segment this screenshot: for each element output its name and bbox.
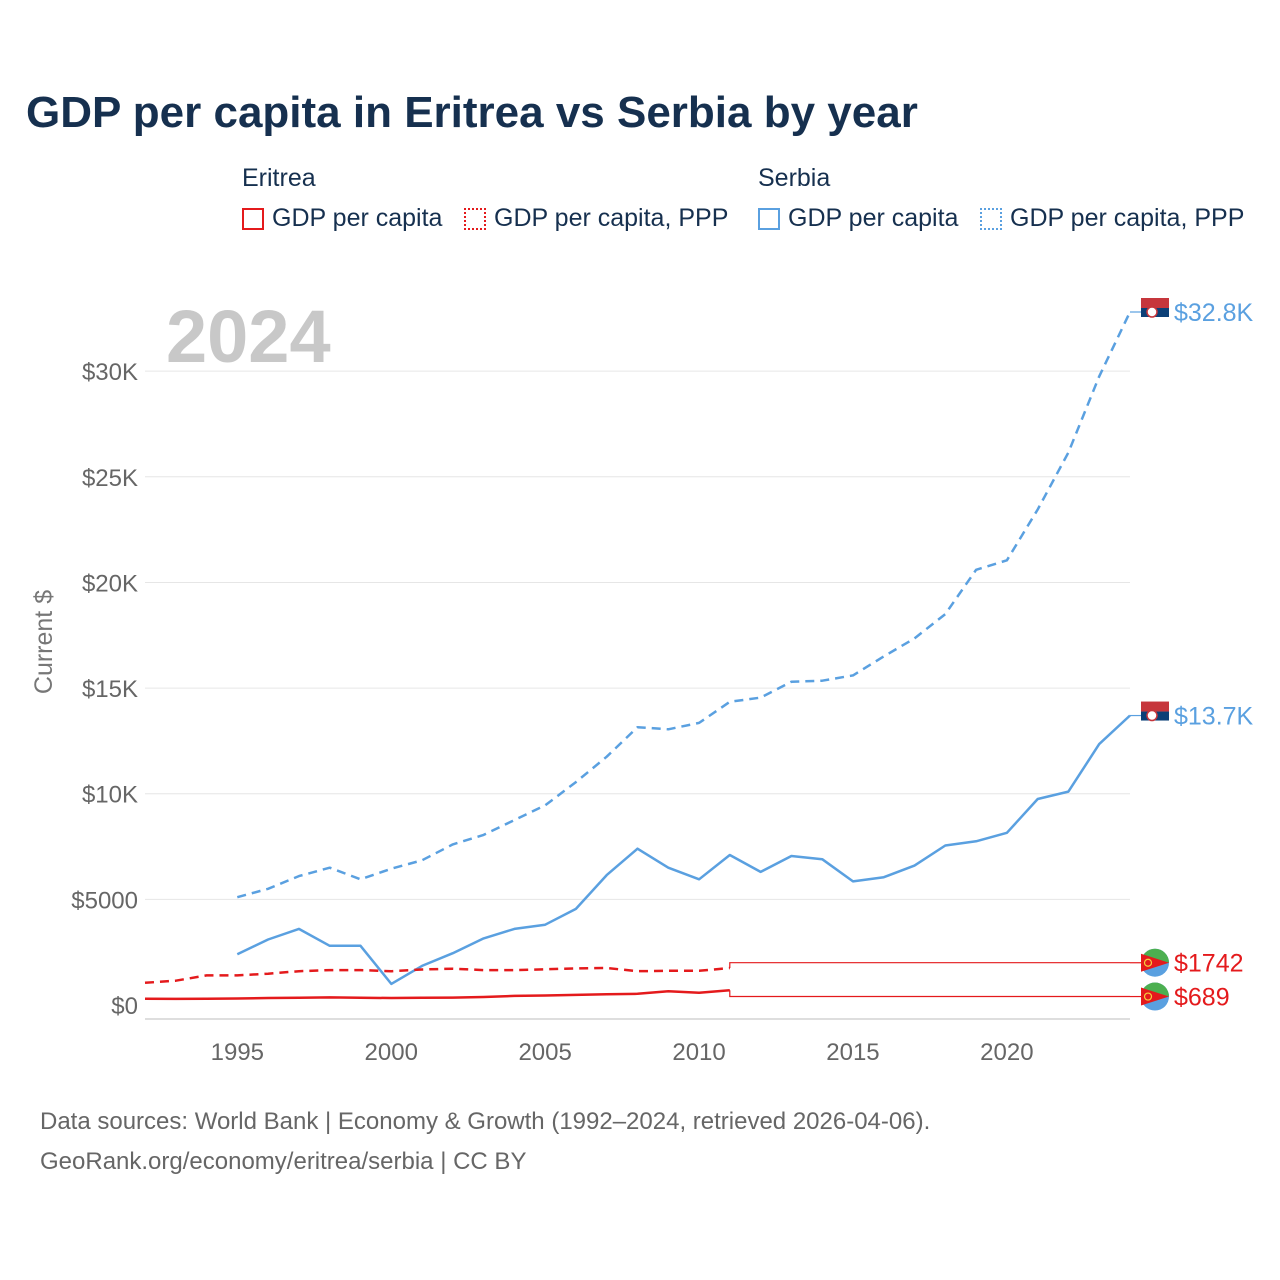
flag-triangle	[1141, 953, 1169, 972]
legend-label: GDP per capita	[788, 204, 959, 232]
end-value-label: $689	[1174, 984, 1230, 1012]
eritrea-flag-icon	[1141, 948, 1169, 977]
legend-swatch-eritrea-ppp	[464, 207, 486, 230]
flag-stripe-red	[1141, 298, 1169, 308]
end-value-label: $1742	[1174, 950, 1244, 978]
x-tick-label: 1995	[211, 1039, 264, 1066]
serbia-flag-icon	[1141, 298, 1169, 326]
series-line	[144, 966, 730, 985]
series-line	[144, 988, 730, 1001]
legend-item-eritrea-ppp[interactable]: GDP per capita, PPP	[464, 204, 728, 233]
legend-label: GDP per capita, PPP	[494, 204, 729, 232]
x-tick-label: 2005	[518, 1039, 571, 1066]
x-axis-ticks: 1995 2000 2005 2010 2015 2020	[211, 1039, 1034, 1066]
x-tick-label: 2000	[365, 1039, 418, 1066]
flag-emblem	[1146, 709, 1158, 722]
grid-lines	[145, 370, 1130, 1020]
flag-emblem	[1143, 958, 1153, 967]
series-line	[236, 714, 1131, 986]
flag-stripe-red	[1141, 701, 1169, 712]
legend-swatch-eritrea-gdp	[242, 207, 264, 230]
flag-triangle	[1141, 987, 1169, 1006]
legend-swatch-serbia-gdp	[758, 207, 780, 230]
flag-emblem	[1146, 306, 1158, 318]
x-tick-label: 2015	[826, 1039, 879, 1066]
carry-forward-line	[729, 990, 1130, 998]
eritrea-flag-icon	[1141, 982, 1169, 1011]
legend-title-serbia: Serbia	[758, 164, 831, 192]
x-tick-label: 2020	[980, 1039, 1033, 1066]
end-markers: $32.8K $13.7K $1742 $689	[1130, 298, 1254, 1012]
footer-credit: GeoRank.org/economy/eritrea/serbia | CC …	[40, 1148, 527, 1175]
footer-source: Data sources: World Bank | Economy & Gro…	[40, 1108, 931, 1135]
legend-label: GDP per capita, PPP	[1010, 204, 1245, 232]
y-tick-label: $0	[111, 993, 138, 1020]
legend-label: GDP per capita	[272, 204, 443, 232]
series-lines	[144, 311, 1132, 1001]
y-tick-label: $10K	[82, 782, 138, 809]
legend-item-eritrea-gdp[interactable]: GDP per capita	[242, 204, 442, 233]
y-tick-label: $15K	[82, 676, 138, 703]
legend-item-serbia-ppp[interactable]: GDP per capita, PPP	[980, 204, 1244, 233]
y-tick-label: $30K	[82, 359, 138, 386]
chart-title: GDP per capita in Eritrea vs Serbia by y…	[26, 88, 918, 137]
y-axis-label: Current $	[30, 590, 58, 694]
y-tick-label: $5000	[71, 887, 138, 914]
series-line	[236, 311, 1132, 899]
y-tick-label: $20K	[82, 570, 138, 597]
legend-swatch-serbia-ppp	[980, 207, 1002, 230]
end-value-label: $13.7K	[1174, 703, 1254, 731]
serbia-flag-icon	[1141, 701, 1169, 730]
flag-emblem	[1143, 992, 1153, 1001]
y-axis-ticks: $0 $5000 $10K $15K $20K $25K $30K	[71, 359, 138, 1020]
carry-forward-line	[729, 962, 1130, 968]
x-tick-label: 2010	[672, 1039, 725, 1066]
y-tick-label: $25K	[82, 465, 138, 492]
legend-item-serbia-gdp[interactable]: GDP per capita	[758, 204, 958, 233]
legend-title-eritrea: Eritrea	[242, 164, 316, 192]
year-watermark: 2024	[166, 295, 331, 378]
line-chart: 2024 Current $ $0 $5000 $10K $15K $20K $25K $3…	[30, 295, 1254, 1066]
end-value-label: $32.8K	[1174, 299, 1254, 327]
